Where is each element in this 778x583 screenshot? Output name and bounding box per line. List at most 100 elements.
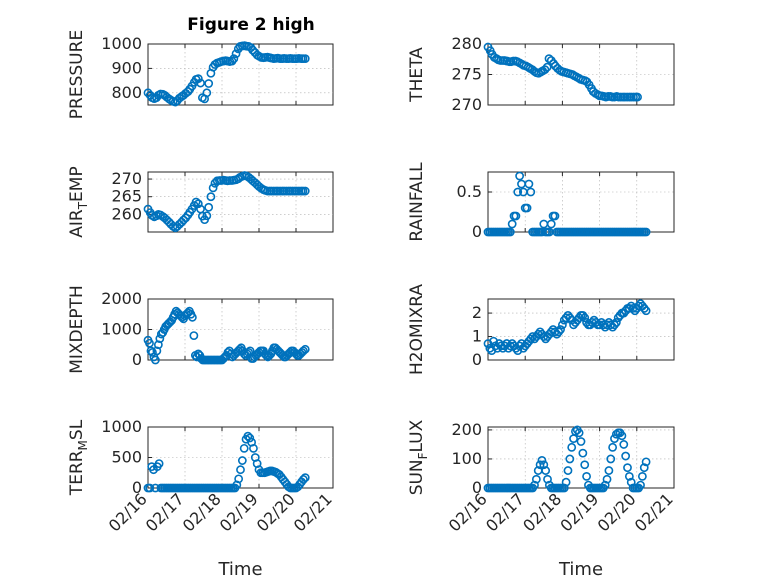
data-point <box>602 474 612 484</box>
data-point <box>556 325 565 334</box>
x-tick-label: 02/18 <box>519 489 565 535</box>
data-point <box>300 54 310 64</box>
data-point <box>204 202 214 212</box>
y-tick-label: 0 <box>472 222 482 241</box>
data-point <box>189 331 199 340</box>
y-axis-label: THETA <box>407 47 427 103</box>
y-tick-label: 800 <box>111 83 142 102</box>
data-point <box>540 65 550 75</box>
data-point <box>546 219 556 229</box>
data-point <box>580 313 590 323</box>
data-point <box>606 454 616 464</box>
data-point <box>565 454 575 464</box>
data-point <box>261 351 271 360</box>
data-point <box>542 62 552 72</box>
subplot-4: 0 0.5 RAINFALL <box>407 162 675 242</box>
x-tick-label: 02/16 <box>445 489 491 535</box>
data-point <box>513 187 523 197</box>
data-point <box>300 344 310 354</box>
y-tick-label: 1000 <box>101 417 142 436</box>
data-point <box>574 428 584 438</box>
data-point <box>231 49 241 59</box>
data-point <box>193 74 203 84</box>
y-tick-label: 260 <box>111 204 142 223</box>
data-point <box>576 437 586 446</box>
data-point <box>237 456 247 465</box>
y-tick-label: 275 <box>451 65 482 84</box>
data-point <box>229 54 239 64</box>
data-point <box>526 187 536 197</box>
data-point <box>196 78 205 88</box>
data-point <box>236 465 245 475</box>
data-point <box>300 186 310 196</box>
data-point <box>580 460 590 470</box>
data-series <box>483 299 651 356</box>
y-tick-label: 270 <box>111 169 142 188</box>
figure-title: Figure 2 high <box>187 15 315 35</box>
y-tick-label: 2 <box>472 303 482 322</box>
data-point <box>153 340 163 350</box>
x-tick-label: 02/17 <box>142 489 188 535</box>
data-point <box>191 197 201 207</box>
data-point <box>298 475 308 484</box>
y-axis-label: RAINFALL <box>407 162 427 242</box>
data-point <box>559 483 569 493</box>
data-point <box>578 448 588 458</box>
data-point <box>249 443 258 453</box>
y-tick-label: 200 <box>451 420 482 439</box>
subplot-2: 270 275 280 THETA <box>407 34 675 114</box>
y-tick-label: 100 <box>451 449 482 468</box>
data-point <box>524 179 534 189</box>
data-point <box>206 192 216 202</box>
y-axis-label: TERRMSL <box>67 419 90 496</box>
data-point <box>239 443 249 453</box>
x-tick-label: 02/19 <box>216 489 262 535</box>
data-point <box>187 312 197 322</box>
x-tick-label: 02/18 <box>179 489 225 535</box>
data-point <box>515 171 525 181</box>
y-tick-label: 1 <box>472 327 482 346</box>
data-point <box>567 442 577 452</box>
data-point <box>145 483 155 493</box>
data-point <box>619 440 629 449</box>
x-tick-label: 02/21 <box>290 489 336 535</box>
data-point <box>234 474 244 484</box>
data-point <box>208 183 218 193</box>
x-tick-label: 02/20 <box>253 489 299 535</box>
x-tick-label: 02/17 <box>482 489 528 535</box>
data-series <box>483 425 651 493</box>
data-point <box>550 211 560 221</box>
data-point <box>544 54 554 64</box>
data-point <box>243 431 253 441</box>
data-point <box>535 460 545 470</box>
data-point <box>202 88 212 98</box>
data-point <box>193 199 203 209</box>
x-tick-label: 02/20 <box>594 489 640 535</box>
data-point <box>561 477 571 487</box>
y-axis-label: SUNFLUX <box>407 419 430 495</box>
data-point <box>621 451 631 461</box>
data-point <box>154 459 164 468</box>
data-series <box>483 171 651 237</box>
data-point <box>610 320 619 330</box>
data-point <box>539 460 549 470</box>
x-axis-label: Time <box>558 559 603 580</box>
y-axis-label: AIRTEMP <box>67 166 90 237</box>
data-point <box>604 466 614 475</box>
y-tick-label: 500 <box>111 448 142 467</box>
data-series <box>483 42 642 102</box>
data-point <box>633 92 642 102</box>
data-point <box>245 433 255 443</box>
subplot-5: 0 1000 2000 MIXDEPTH <box>67 285 334 374</box>
data-point <box>204 79 214 88</box>
data-point <box>637 471 647 481</box>
data-point <box>511 211 521 221</box>
data-point <box>623 463 632 473</box>
data-point <box>578 311 588 320</box>
data-point <box>541 466 551 475</box>
x-tick-label: 02/21 <box>631 489 677 535</box>
data-point <box>300 473 310 483</box>
